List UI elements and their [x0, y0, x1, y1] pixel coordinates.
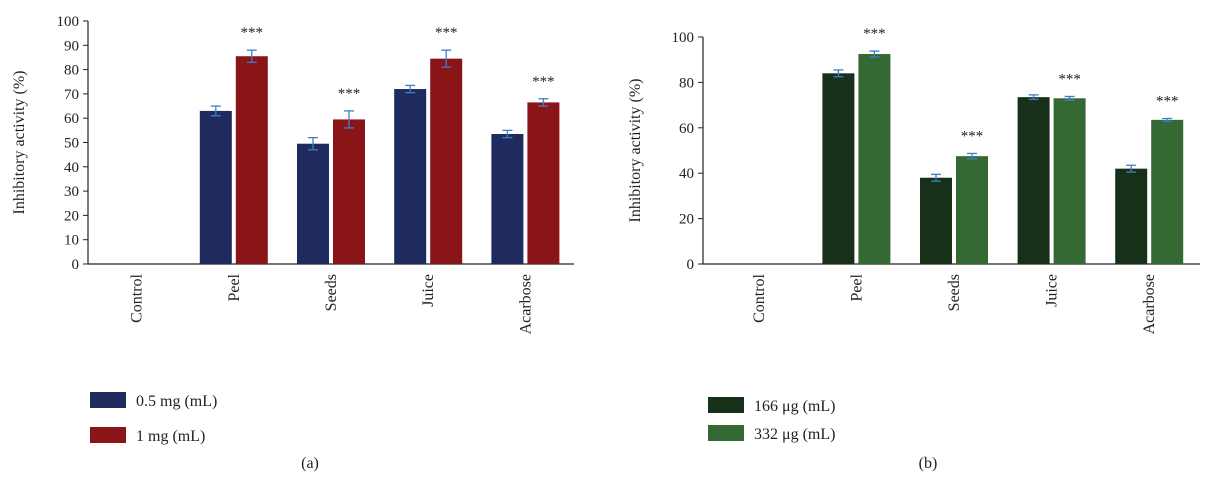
y-tick-label: 20: [64, 208, 79, 224]
legend-swatch: [90, 427, 126, 443]
chart-panel-a: 0 10 20 30 40 50 60 70 80 90 100 Inhibitory activit…: [11, 14, 574, 472]
y-tick-label: 80: [679, 75, 694, 91]
x-tick-label: Peel: [848, 273, 865, 301]
legend-label: 166 μg (mL): [754, 398, 835, 415]
significance-label: ***: [241, 25, 264, 41]
panel-label: (b): [919, 455, 938, 472]
significance-label: ***: [961, 128, 984, 144]
y-tick-label: 60: [64, 111, 79, 127]
x-tick-label: Control: [129, 273, 146, 322]
x-tick-label: Acarbose: [517, 274, 534, 334]
bar: [1053, 98, 1086, 264]
y-tick-label: 50: [64, 136, 79, 152]
y-axis-title: Inhibitory activity (%): [627, 79, 644, 223]
bar: [527, 102, 560, 264]
y-tick-label: 30: [64, 184, 79, 200]
significance-label: ***: [338, 86, 361, 102]
bar: [430, 58, 463, 264]
bar: [297, 143, 329, 264]
y-tick-label: 0: [72, 257, 80, 273]
legend-swatch: [90, 392, 126, 408]
x-tick-label: Control: [751, 273, 768, 322]
y-tick-label: 100: [672, 30, 695, 46]
legend: 0.5 mg (mL) 1 mg (mL): [90, 392, 217, 445]
y-tick-label: 40: [64, 160, 79, 176]
significance-label: ***: [863, 26, 886, 42]
x-tick-label: Juice: [420, 274, 437, 307]
significance-label: ***: [532, 74, 555, 90]
y-tick-label: 10: [64, 233, 79, 249]
x-tick-label: Seeds: [946, 274, 963, 311]
legend-label: 1 mg (mL): [136, 428, 205, 445]
legend-label: 0.5 mg (mL): [136, 393, 217, 410]
y-axis-title: Inhibitory activity (%): [11, 71, 28, 215]
bar: [333, 119, 365, 264]
x-tick-label: Juice: [1044, 274, 1061, 307]
y-tick-label: 20: [679, 212, 694, 228]
bar: [394, 89, 427, 264]
significance-label: ***: [435, 25, 458, 41]
y-tick-label: 40: [679, 166, 694, 182]
bar: [491, 133, 524, 264]
chart-panel-b: 0 20 40 60 80 100 Inhibitory activity (%) Contr…: [627, 26, 1200, 472]
y-tick-label: 60: [679, 121, 694, 137]
significance-label: ***: [1156, 93, 1179, 109]
x-tick-label: Acarbose: [1141, 274, 1158, 334]
x-tick-label: Seeds: [323, 274, 340, 311]
bar: [822, 73, 855, 264]
bar: [956, 156, 988, 264]
bar: [858, 54, 891, 265]
bar: [1115, 168, 1148, 264]
legend-swatch: [708, 397, 744, 413]
bar: [1017, 97, 1050, 264]
significance-label: ***: [1058, 71, 1081, 87]
bar: [199, 110, 232, 264]
y-tick-label: 100: [57, 14, 80, 30]
y-tick-label: 70: [64, 87, 79, 103]
bar: [920, 177, 952, 264]
y-tick-label: 0: [687, 257, 695, 273]
legend: 166 μg (mL) 332 μg (mL): [708, 397, 835, 443]
y-tick-label: 90: [64, 38, 79, 54]
y-tick-label: 80: [64, 63, 79, 79]
x-tick-label: Peel: [226, 273, 243, 301]
bar: [235, 56, 268, 264]
legend-swatch: [708, 425, 744, 441]
bar: [1151, 119, 1184, 264]
panel-label: (a): [301, 455, 319, 472]
legend-label: 332 μg (mL): [754, 426, 835, 443]
